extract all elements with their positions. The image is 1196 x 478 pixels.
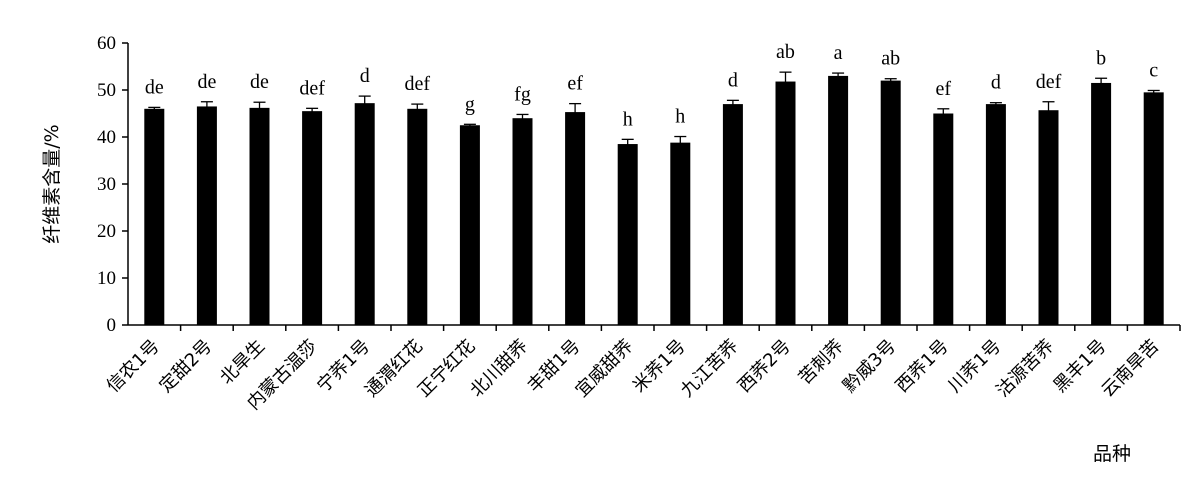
- category-label: 西荞1号: [892, 336, 953, 397]
- bar: [565, 112, 586, 325]
- y-axis-title: 纤维素含量/%: [41, 124, 63, 243]
- bar: [249, 107, 270, 325]
- category-label: 通渭红花: [361, 336, 427, 402]
- bar: [828, 75, 849, 326]
- y-tick-label: 20: [97, 221, 116, 242]
- y-tick-label: 0: [107, 315, 117, 336]
- significance-label: h: [675, 106, 685, 128]
- x-axis-title: 品种: [1093, 443, 1131, 465]
- category-label: 北川甜荞: [466, 336, 532, 402]
- significance-label: de: [250, 71, 269, 93]
- bar: [1038, 110, 1059, 326]
- error-bar: [358, 95, 371, 111]
- category-label: 沽源苦荞: [992, 336, 1058, 402]
- significance-label: de: [197, 71, 216, 93]
- error-bar: [884, 78, 897, 84]
- significance-label: c: [1149, 59, 1158, 81]
- category-label: 西荞2号: [734, 336, 795, 397]
- category-label: 信农1号: [103, 336, 164, 397]
- significance-label: d: [360, 65, 370, 87]
- significance-label: def: [405, 73, 431, 95]
- significance-label: a: [834, 42, 843, 64]
- bar: [775, 81, 796, 325]
- bar: [144, 108, 165, 325]
- significance-label: d: [728, 69, 738, 91]
- bar: [459, 125, 480, 325]
- error-bar: [726, 99, 739, 109]
- y-tick-label: 40: [97, 127, 116, 148]
- bar: [985, 104, 1006, 325]
- category-label: 定甜2号: [155, 336, 216, 397]
- significance-label: d: [991, 72, 1001, 94]
- error-bar-series: [148, 71, 1160, 150]
- x-axis-ticks: [179, 325, 1181, 331]
- significance-label: g: [465, 93, 475, 115]
- significance-label: ef: [567, 73, 583, 95]
- bar: [302, 111, 323, 326]
- bar: [1143, 92, 1164, 325]
- y-tick-label: 10: [97, 268, 116, 289]
- y-tick-label: 30: [97, 174, 116, 195]
- bar: [512, 118, 533, 325]
- error-bar: [411, 103, 424, 115]
- category-label: 宜威甜荞: [571, 336, 637, 402]
- error-bar: [253, 101, 266, 115]
- error-bar: [1147, 89, 1160, 95]
- bar-series: [144, 75, 1164, 326]
- error-bar: [1042, 101, 1055, 120]
- category-label: 正宁红花: [414, 336, 480, 402]
- significance-label: ef: [936, 78, 952, 100]
- error-bar: [463, 123, 476, 127]
- category-label: 九江苦荞: [677, 336, 743, 402]
- error-bar: [832, 72, 845, 80]
- bar: [880, 80, 901, 325]
- bar: [722, 104, 743, 325]
- significance-label: def: [1036, 71, 1062, 93]
- bar: [354, 103, 375, 325]
- bar: [1091, 82, 1112, 325]
- error-bar: [148, 106, 161, 111]
- error-bar: [621, 138, 634, 150]
- error-bar: [1095, 77, 1108, 89]
- significance-label: b: [1096, 47, 1106, 69]
- y-tick-label: 50: [97, 80, 116, 101]
- significance-label: ab: [776, 41, 795, 63]
- category-label: 黔威3号: [839, 336, 900, 397]
- bar: [670, 142, 691, 325]
- error-bar: [779, 71, 792, 92]
- significance-label: def: [299, 77, 325, 99]
- bar: [933, 113, 954, 325]
- error-bar: [306, 107, 319, 115]
- significance-labels: de de de def d def g fg ef h h d ab a ab ef d def b c: [145, 41, 1158, 130]
- significance-label: de: [145, 76, 164, 98]
- bar: [196, 106, 217, 325]
- bar: [407, 108, 428, 325]
- error-bar: [516, 113, 529, 123]
- significance-label: fg: [514, 83, 531, 105]
- y-tick-label: 60: [97, 33, 116, 54]
- category-label: 云南旱苦: [1097, 336, 1163, 402]
- error-bar: [989, 102, 1002, 107]
- significance-label: ab: [881, 48, 900, 70]
- significance-label: h: [623, 108, 633, 130]
- bar: [617, 144, 638, 325]
- y-axis-ticks: 0 10 20 30 40 50 60: [97, 33, 128, 336]
- error-bar: [674, 135, 687, 150]
- error-bar: [569, 102, 582, 122]
- error-bar: [937, 108, 950, 119]
- error-bar: [200, 101, 213, 112]
